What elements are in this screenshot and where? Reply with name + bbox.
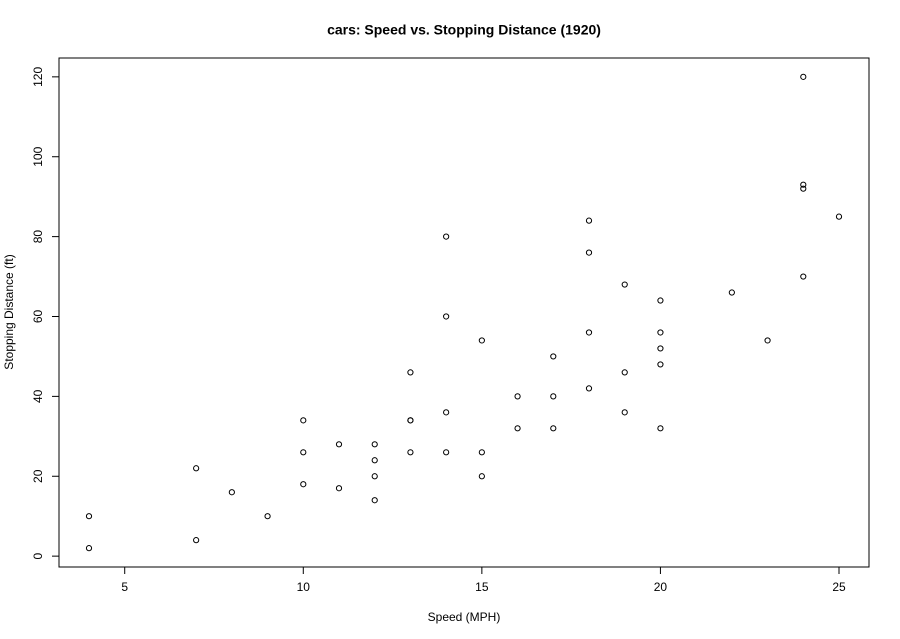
point bbox=[800, 73, 807, 80]
x-tick-label: 15 bbox=[475, 580, 489, 594]
point bbox=[371, 473, 378, 480]
y-tick-label: 80 bbox=[31, 230, 45, 244]
point bbox=[514, 393, 521, 400]
y-tick-label: 60 bbox=[31, 309, 45, 323]
point bbox=[800, 185, 807, 192]
point bbox=[407, 449, 414, 456]
point bbox=[621, 369, 628, 376]
point bbox=[657, 425, 664, 432]
point bbox=[85, 513, 93, 520]
point bbox=[371, 441, 378, 448]
y-tick-label: 120 bbox=[31, 67, 45, 87]
point bbox=[657, 297, 664, 304]
x-axis-label: Speed (MPH) bbox=[428, 610, 501, 624]
point bbox=[85, 545, 93, 552]
point bbox=[621, 281, 628, 288]
x-tick-label: 5 bbox=[121, 580, 128, 594]
y-tick-label: 100 bbox=[31, 146, 45, 166]
point bbox=[478, 449, 485, 456]
point bbox=[657, 361, 664, 368]
chart-title: cars: Speed vs. Stopping Distance (1920) bbox=[327, 22, 601, 38]
point bbox=[800, 181, 807, 188]
point bbox=[585, 329, 593, 336]
point bbox=[443, 233, 450, 240]
point bbox=[443, 409, 450, 416]
point bbox=[193, 537, 200, 544]
point bbox=[478, 337, 485, 344]
point bbox=[550, 393, 557, 400]
point bbox=[335, 485, 343, 492]
point bbox=[835, 213, 843, 220]
point bbox=[443, 449, 450, 456]
point bbox=[514, 425, 521, 432]
point bbox=[621, 409, 628, 416]
x-tick-label: 25 bbox=[832, 580, 846, 594]
point bbox=[371, 457, 378, 464]
point bbox=[407, 417, 414, 424]
point bbox=[657, 345, 664, 352]
y-tick-label: 40 bbox=[31, 389, 45, 403]
point bbox=[407, 369, 414, 376]
point bbox=[585, 249, 593, 256]
point bbox=[193, 465, 200, 472]
point bbox=[728, 289, 735, 296]
plot-frame bbox=[58, 57, 870, 568]
point bbox=[550, 353, 557, 360]
point bbox=[550, 425, 557, 432]
point bbox=[264, 513, 271, 520]
point bbox=[228, 489, 235, 496]
point bbox=[478, 473, 485, 480]
point bbox=[300, 481, 307, 488]
x-tick-label: 10 bbox=[297, 580, 311, 594]
point bbox=[300, 417, 307, 424]
point bbox=[657, 329, 664, 336]
point bbox=[800, 273, 807, 280]
y-axis-label: Stopping Distance (ft) bbox=[2, 254, 16, 369]
x-tick-label: 20 bbox=[654, 580, 668, 594]
point bbox=[443, 313, 450, 320]
point bbox=[335, 441, 343, 448]
point bbox=[300, 449, 307, 456]
point bbox=[371, 497, 378, 504]
y-tick-label: 20 bbox=[31, 469, 45, 483]
point bbox=[585, 385, 593, 392]
point bbox=[764, 337, 771, 344]
point bbox=[585, 217, 593, 224]
y-tick-label: 0 bbox=[31, 552, 45, 559]
